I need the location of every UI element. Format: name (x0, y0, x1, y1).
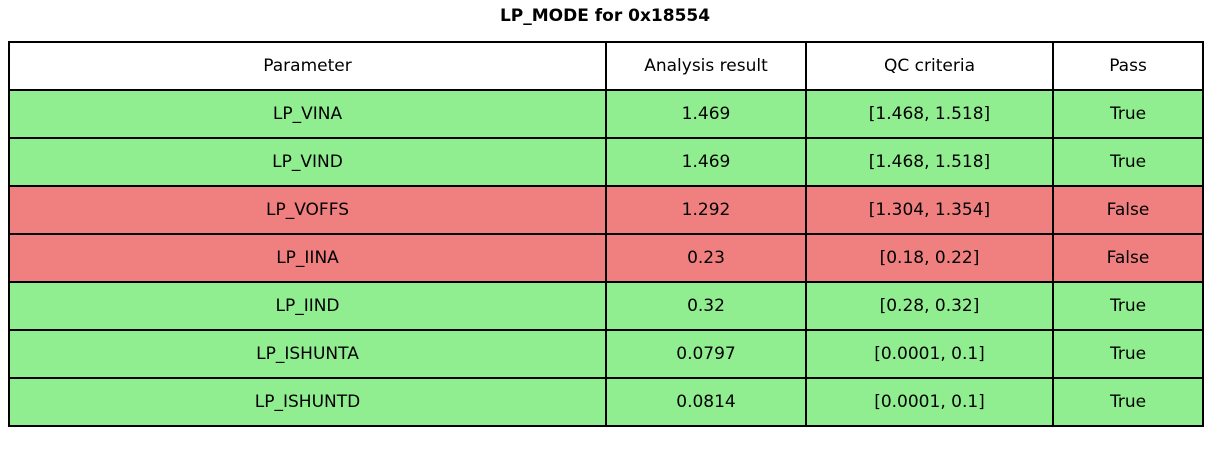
qc-criteria-cell: [0.0001, 0.1] (805, 329, 1054, 379)
parameter-cell: LP_VINA (8, 89, 607, 139)
table-row: LP_ISHUNTA 0.0797 [0.0001, 0.1] True (8, 329, 1204, 379)
table-row: LP_VIND 1.469 [1.468, 1.518] True (8, 137, 1204, 187)
pass-cell: False (1052, 233, 1204, 283)
table-row: LP_IIND 0.32 [0.28, 0.32] True (8, 281, 1204, 331)
table-body: LP_VINA 1.469 [1.468, 1.518] True LP_VIND 1.4… (8, 89, 1204, 427)
column-header-parameter: Parameter (8, 41, 607, 91)
column-header-pass: Pass (1052, 41, 1204, 91)
analysis-result-cell: 1.469 (605, 137, 807, 187)
analysis-result-cell: 1.469 (605, 89, 807, 139)
table-row: LP_ISHUNTD 0.0814 [0.0001, 0.1] True (8, 377, 1204, 427)
qc-criteria-cell: [1.304, 1.354] (805, 185, 1054, 235)
qc-criteria-cell: [0.28, 0.32] (805, 281, 1054, 331)
parameter-cell: LP_IIND (8, 281, 607, 331)
page-title: LP_MODE for 0x18554 (499, 6, 711, 26)
analysis-result-cell: 0.23 (605, 233, 807, 283)
qc-criteria-cell: [0.18, 0.22] (805, 233, 1054, 283)
pass-cell: False (1052, 185, 1204, 235)
analysis-result-cell: 0.0814 (605, 377, 807, 427)
analysis-result-cell: 0.32 (605, 281, 807, 331)
table-row: LP_IINA 0.23 [0.18, 0.22] False (8, 233, 1204, 283)
qc-criteria-cell: [1.468, 1.518] (805, 137, 1054, 187)
analysis-result-cell: 0.0797 (605, 329, 807, 379)
analysis-result-cell: 1.292 (605, 185, 807, 235)
pass-cell: True (1052, 281, 1204, 331)
column-header-analysis-result: Analysis result (605, 41, 807, 91)
pass-cell: True (1052, 137, 1204, 187)
pass-cell: True (1052, 89, 1204, 139)
qc-results-table: Parameter Analysis result QC criteria Pa… (8, 41, 1204, 427)
parameter-cell: LP_ISHUNTD (8, 377, 607, 427)
parameter-cell: LP_IINA (8, 233, 607, 283)
table-row: LP_VOFFS 1.292 [1.304, 1.354] False (8, 185, 1204, 235)
parameter-cell: LP_VOFFS (8, 185, 607, 235)
pass-cell: True (1052, 329, 1204, 379)
parameter-cell: LP_ISHUNTA (8, 329, 607, 379)
parameter-cell: LP_VIND (8, 137, 607, 187)
column-header-qc-criteria: QC criteria (805, 41, 1054, 91)
qc-criteria-cell: [1.468, 1.518] (805, 89, 1054, 139)
header-row: Parameter Analysis result QC criteria Pa… (8, 41, 1204, 91)
qc-criteria-cell: [0.0001, 0.1] (805, 377, 1054, 427)
pass-cell: True (1052, 377, 1204, 427)
table-row: LP_VINA 1.469 [1.468, 1.518] True (8, 89, 1204, 139)
